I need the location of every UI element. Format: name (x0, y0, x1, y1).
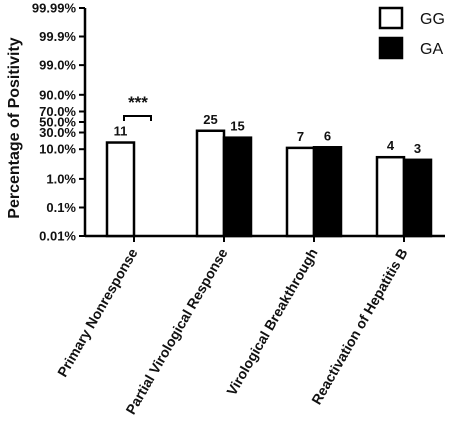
legend-swatch-gg (378, 6, 404, 30)
data-label: 7 (297, 129, 304, 144)
data-label: 3 (414, 141, 421, 156)
data-labels-group: 11 25 7 4 15 6 3 (114, 112, 421, 156)
significance-stars: *** (128, 93, 148, 112)
bar-gg-2 (285, 146, 316, 238)
y-tick-label: 10.0% (39, 142, 76, 157)
y-tick-label: 0.01% (39, 229, 76, 244)
category-label: Reactivation of Hepatitis B (308, 246, 411, 408)
category-label: Virological Breakthrough (223, 246, 320, 399)
category-label: Partial Virological Response (122, 245, 230, 417)
y-tick-label: 90.0% (39, 87, 76, 102)
data-label: 25 (203, 112, 217, 127)
bars-group (105, 129, 433, 238)
y-tick-label: 1.0% (46, 171, 76, 186)
data-label: 11 (114, 124, 128, 139)
y-tick-label: 99.99% (32, 1, 77, 16)
y-axis-title: Percentage of Positivity (6, 37, 23, 218)
y-tick-label: 99.9% (39, 29, 76, 44)
significance-group: *** (123, 93, 152, 121)
bar-gg-3 (375, 155, 406, 238)
y-tick-label: 70.0% (39, 104, 76, 119)
data-label: 4 (387, 138, 395, 153)
significance-bracket (123, 115, 152, 121)
category-label: Primary Nonresponse (54, 245, 141, 379)
bar-ga-2 (312, 146, 343, 238)
bar-gg-0 (105, 141, 136, 238)
y-axis-title-group: Percentage of Positivity (6, 37, 23, 218)
y-tick-label: 99.0% (39, 58, 76, 73)
bar-ga-3 (402, 158, 433, 238)
y-axis-ticks: 0.01% 0.1% 1.0% 10.0% 30.0%50.0%70.0% 90.0% 99… (32, 1, 85, 244)
bar-ga-1 (222, 136, 253, 238)
legend-swatch-ga (378, 36, 404, 60)
data-label: 6 (324, 128, 331, 143)
data-label: 15 (230, 119, 244, 134)
legend: GG GA (378, 6, 445, 60)
y-tick-label: 30.0% (39, 125, 76, 140)
legend-label-gg: GG (420, 11, 445, 28)
legend-label-ga: GA (420, 41, 443, 58)
y-tick-label: 0.1% (46, 200, 76, 215)
bar-gg-1 (195, 129, 226, 238)
y-tick-label: 50.0% (39, 115, 76, 130)
